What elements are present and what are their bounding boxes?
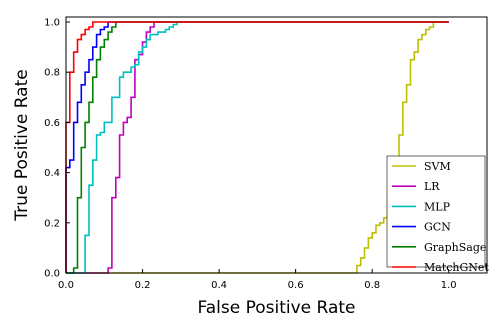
x-tick-label: 0.0 (58, 280, 74, 291)
y-axis-label: True Positive Rate (12, 69, 32, 221)
series-line-graphsage (66, 21, 449, 274)
x-tick-label: 0.2 (135, 280, 151, 291)
legend-label-svm: SVM (424, 160, 451, 173)
ticks-layer: 0.0 0.2 0.4 0.6 0.8 1.0 0.0 0.2 0.4 0.6 0.8 1.0 (44, 18, 457, 291)
y-tick-label: 0.6 (44, 118, 60, 129)
legend-box (386, 155, 486, 268)
plot-frame (65, 16, 488, 274)
y-tick-label: 1.0 (44, 18, 60, 29)
series-line-mlp (66, 21, 449, 274)
series-line-matchgnet (65, 21, 449, 273)
x-tick-label: 1.0 (441, 280, 457, 291)
series-layer (65, 21, 449, 274)
y-tick-label: 0.0 (44, 269, 60, 280)
legend: SVM LR MLP GCN GraphSage MatchGNet (386, 155, 489, 274)
x-tick-label: 0.8 (364, 280, 380, 291)
x-axis-label: False Positive Rate (198, 298, 356, 318)
legend-label-matchgnet: MatchGNet (424, 261, 489, 274)
legend-label-graphsage: GraphSage (424, 241, 486, 254)
legend-label-mlp: MLP (424, 200, 451, 213)
x-tick-label: 0.4 (211, 280, 227, 291)
x-tick-label: 0.6 (288, 280, 304, 291)
series-line-gcn (65, 21, 449, 273)
y-tick-label: 0.4 (44, 168, 60, 179)
legend-label-lr: LR (424, 180, 440, 193)
y-tick-label: 0.8 (44, 68, 60, 79)
y-tick-label: 0.2 (44, 218, 60, 229)
series-line-lr (66, 21, 449, 274)
legend-label-gcn: GCN (424, 221, 451, 234)
